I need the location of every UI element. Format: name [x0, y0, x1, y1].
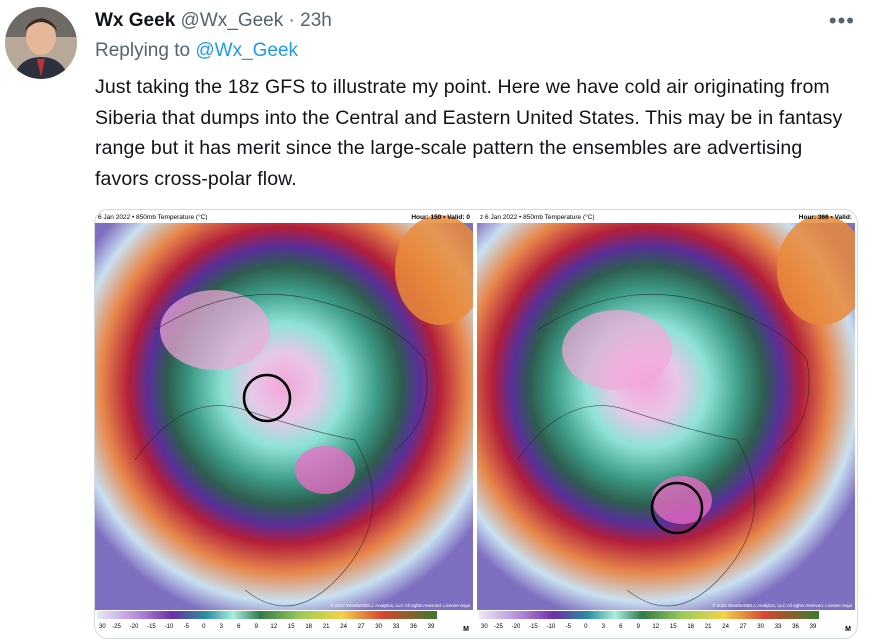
colorbar-label: -5 — [566, 624, 572, 630]
author-handle[interactable]: @Wx_Geek — [180, 10, 284, 31]
colorbar-label: -5 — [184, 624, 190, 630]
map-header-left: z 6 Jan 2022 • 850mb Temperature (°C) — [480, 213, 595, 221]
colorbar-label: 33 — [393, 624, 400, 630]
cold-core — [295, 446, 355, 494]
cold-core — [652, 476, 712, 524]
colorbar-label: -20 — [512, 624, 521, 630]
tweet-text: Just taking the 18z GFS to illustrate my… — [95, 76, 843, 190]
colorbar-label: 6 — [619, 624, 623, 630]
cold-core — [160, 290, 270, 370]
colorbar-label: 24 — [722, 624, 729, 630]
colorbar-label: 27 — [358, 624, 365, 630]
coastline — [154, 293, 428, 451]
colorbar-label: 30 — [757, 624, 764, 630]
colorbar-label: 39 — [810, 624, 817, 630]
colorbar-label: 21 — [705, 624, 712, 630]
reply-handle[interactable]: @Wx_Geek — [195, 40, 299, 61]
colorbar-label: -15 — [147, 624, 156, 630]
colorbar-label: 3 — [602, 624, 606, 630]
coastline — [134, 405, 374, 607]
colorbar-label: 9 — [637, 624, 641, 630]
copyright: © 2022 WeatherBELL Analytics, LLC All ri… — [712, 602, 852, 608]
highlight-circle — [242, 373, 292, 423]
map-header-left: 6 Jan 2022 • 850mb Temperature (°C) — [98, 213, 208, 221]
colorbar-label: 12 — [270, 624, 277, 630]
colorbar-label: 36 — [792, 624, 799, 630]
colorbar — [479, 611, 819, 619]
colorbar-label: 21 — [323, 624, 330, 630]
header: Wx Geek @Wx_Geek · 23h — [95, 10, 332, 32]
map-image: z 6 Jan 2022 • 850mb Temperature (°C) Hou… — [477, 210, 855, 638]
colorbar-label: 9 — [255, 624, 259, 630]
avatar[interactable] — [5, 7, 77, 79]
colorbar-label: -25 — [112, 624, 121, 630]
colorbar-label: 27 — [740, 624, 747, 630]
coastline — [536, 293, 810, 451]
colorbar-label: 0 — [584, 624, 588, 630]
colorbar-label: -10 — [165, 624, 174, 630]
colorbar-label: 24 — [340, 624, 347, 630]
map-image: 6 Jan 2022 • 850mb Temperature (°C) Hour:… — [95, 210, 473, 638]
colorbar-label: 12 — [652, 624, 659, 630]
author-name[interactable]: Wx Geek — [95, 10, 176, 31]
map-header-right: Hour: 150 • Valid: 0 — [411, 214, 470, 221]
media[interactable]: 6 Jan 2022 • 850mb Temperature (°C) Hour:… — [94, 209, 858, 639]
colorbar-label: 30 — [375, 624, 382, 630]
reply-context: Replying to @Wx_Geek — [95, 40, 298, 62]
more-button[interactable]: ••• — [828, 8, 855, 33]
colorbar-label: -10 — [547, 624, 556, 630]
colorbar-label: -20 — [130, 624, 139, 630]
reply-label: Replying to — [95, 40, 191, 61]
colorbar-label: 36 — [410, 624, 417, 630]
copyright: © 2022 WeatherBELL Analytics, LLC All ri… — [330, 602, 470, 608]
colorbar — [97, 611, 437, 619]
colorbar-label: -15 — [529, 624, 538, 630]
colorbar-label: 33 — [775, 624, 782, 630]
colorbar-label: 3 — [220, 624, 224, 630]
warm-region — [395, 215, 473, 325]
corner-label: M — [463, 626, 469, 633]
colorbar-label: 15 — [288, 624, 295, 630]
colorbar-label: 39 — [428, 624, 435, 630]
colorbar-label: 6 — [237, 624, 241, 630]
corner-label: M — [845, 626, 851, 633]
warm-region — [777, 215, 855, 325]
highlight-circle — [650, 481, 704, 535]
colorbar-label: 30 — [99, 624, 106, 630]
coastline — [516, 405, 756, 607]
cold-core — [562, 310, 672, 390]
colorbar-label: 30 — [481, 624, 488, 630]
timestamp[interactable]: 23h — [300, 10, 332, 31]
colorbar-label: -25 — [494, 624, 503, 630]
colorbar-label: 18 — [687, 624, 694, 630]
colorbar-label: 15 — [670, 624, 677, 630]
colorbar-label: 0 — [202, 624, 206, 630]
map-header-right: Hour: 366 • Valid: — [799, 214, 852, 221]
avatar-image — [5, 7, 77, 79]
separator: · — [288, 10, 295, 31]
colorbar-label: 18 — [305, 624, 312, 630]
